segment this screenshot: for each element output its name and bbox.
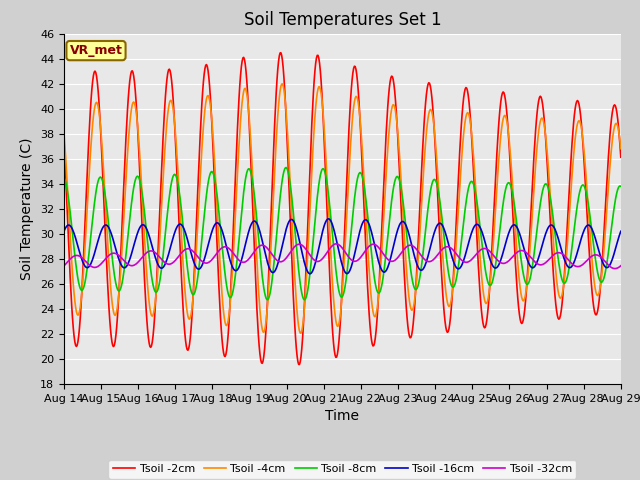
Tsoil -4cm [184,313,192,319]
Tsoil -4cm [127,107,135,112]
Line: Tsoil -2cm: Tsoil -2cm [64,53,621,364]
Tsoil -32cm [611,266,618,272]
Tsoil -8cm [301,297,308,302]
Tsoil -8cm [60,175,68,181]
Tsoil -16cm [617,228,625,234]
Tsoil -4cm [617,146,625,152]
Line: Tsoil -4cm: Tsoil -4cm [64,84,621,333]
Tsoil -2cm [617,154,625,160]
Y-axis label: Soil Temperature (C): Soil Temperature (C) [20,138,35,280]
Tsoil -4cm [70,290,78,296]
Tsoil -16cm [214,220,221,226]
Tsoil -8cm [214,194,221,200]
Tsoil -2cm [184,348,192,353]
Tsoil -2cm [127,69,135,74]
Tsoil -4cm [214,210,221,216]
Tsoil -4cm [297,330,305,336]
Tsoil -2cm [428,95,436,100]
Tsoil -8cm [617,183,625,189]
Text: VR_met: VR_met [70,44,122,57]
Tsoil -8cm [412,287,419,292]
Tsoil -16cm [184,238,192,244]
Tsoil -32cm [214,250,221,255]
Tsoil -32cm [617,263,625,269]
Tsoil -8cm [127,202,135,207]
Tsoil -16cm [412,257,419,263]
Tsoil -32cm [127,263,135,268]
Tsoil -4cm [412,289,419,295]
Tsoil -16cm [325,216,333,222]
Tsoil -8cm [184,269,192,275]
Tsoil -8cm [70,246,78,252]
Tsoil -2cm [296,361,303,367]
Tsoil -16cm [428,239,436,244]
Legend: Tsoil -2cm, Tsoil -4cm, Tsoil -8cm, Tsoil -16cm, Tsoil -32cm: Tsoil -2cm, Tsoil -4cm, Tsoil -8cm, Tsoi… [108,460,577,479]
Tsoil -4cm [428,109,436,115]
Tsoil -8cm [428,181,436,187]
Tsoil -2cm [277,50,285,56]
Tsoil -16cm [60,228,68,234]
Tsoil -32cm [70,253,78,259]
Tsoil -32cm [60,263,68,269]
Tsoil -8cm [282,165,290,170]
Tsoil -32cm [184,246,192,252]
Tsoil -16cm [70,230,78,236]
Tsoil -2cm [412,289,419,295]
Tsoil -2cm [214,249,221,254]
Tsoil -32cm [428,258,435,264]
Line: Tsoil -32cm: Tsoil -32cm [64,244,621,269]
Tsoil -4cm [278,81,286,87]
Tsoil -16cm [307,271,314,276]
Line: Tsoil -16cm: Tsoil -16cm [64,219,621,274]
Tsoil -32cm [411,245,419,251]
X-axis label: Time: Time [325,409,360,423]
Tsoil -2cm [70,333,78,339]
Tsoil -4cm [60,131,68,136]
Tsoil -2cm [60,137,68,143]
Line: Tsoil -8cm: Tsoil -8cm [64,168,621,300]
Tsoil -32cm [333,241,340,247]
Title: Soil Temperatures Set 1: Soil Temperatures Set 1 [244,11,441,29]
Tsoil -16cm [127,252,135,257]
